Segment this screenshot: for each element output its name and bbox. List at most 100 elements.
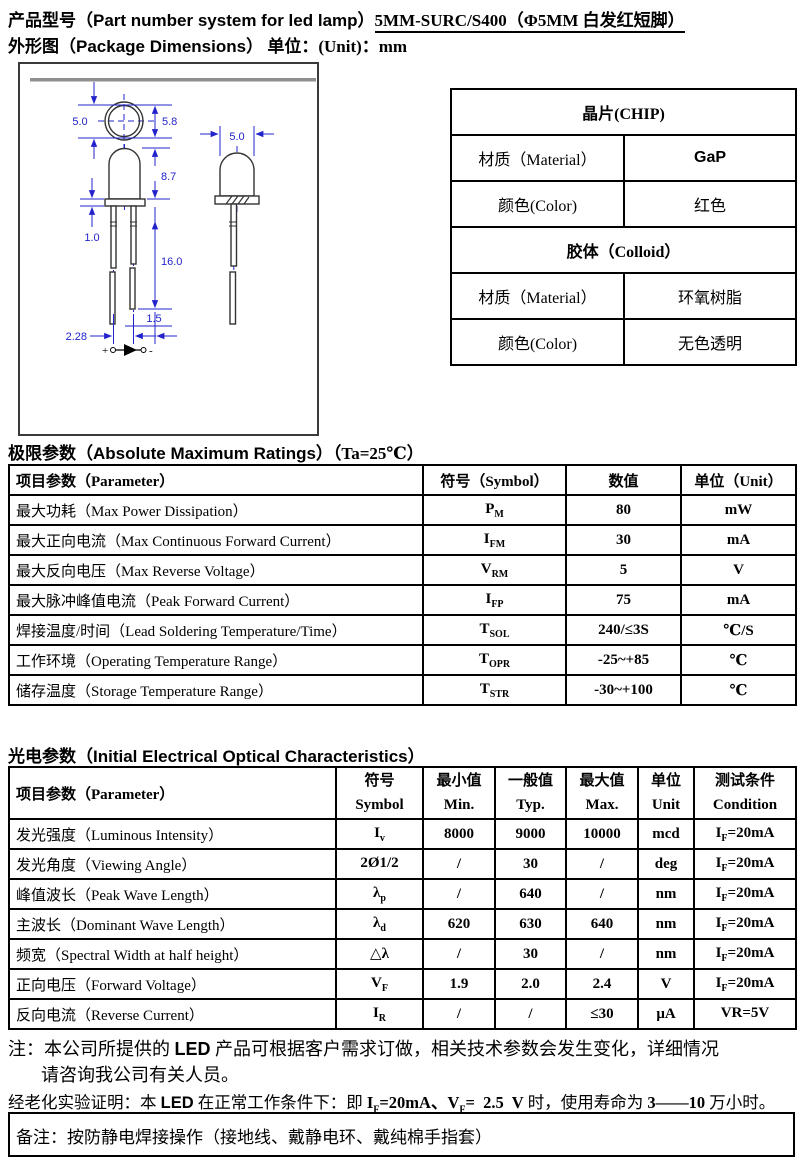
table-row: 最大反向电压（Max Reverse Voltage） VRM 5 V bbox=[8, 554, 797, 586]
cell-unit: mcd bbox=[637, 818, 695, 850]
cell-typ: 30 bbox=[494, 938, 567, 970]
cell-symbol: VF bbox=[335, 968, 424, 1000]
cell-value: 无色透明 bbox=[622, 318, 798, 366]
title-english: Part number system for led lamp bbox=[93, 11, 358, 30]
cell-condition: IF=20mA bbox=[693, 908, 797, 940]
cell-min: 8000 bbox=[422, 818, 496, 850]
cell-parameter: 发光角度（Viewing Angle） bbox=[8, 848, 337, 880]
cell-symbol: VRM bbox=[422, 554, 567, 586]
table-row: 主波长（Dominant Wave Length） λd 620 630 640… bbox=[8, 908, 797, 940]
cell-parameter: 最大正向电流（Max Continuous Forward Current） bbox=[8, 524, 424, 556]
cell-min: 1.9 bbox=[422, 968, 496, 1000]
absmax-table: 项目参数（Parameter） 符号（Symbol） 数值 单位（Unit） 最… bbox=[8, 464, 797, 706]
optical-heading-en: Initial Electrical Optical Characteristi… bbox=[93, 747, 408, 766]
cell-parameter: 最大反向电压（Max Reverse Voltage） bbox=[8, 554, 424, 586]
cell-unit: nm bbox=[637, 908, 695, 940]
cell-min: / bbox=[422, 878, 496, 910]
cell-typ: 9000 bbox=[494, 818, 567, 850]
cell-max: / bbox=[565, 878, 639, 910]
table-row: 储存温度（Storage Temperature Range） TSTR -30… bbox=[8, 674, 797, 706]
note1-rest: 产品可根据客户需求订做，相关技术参数会发生变化，详细情况 bbox=[210, 1039, 719, 1059]
dim-side-diameter-label: 5.0 bbox=[229, 131, 244, 143]
esd-remark-box: 备注：按防静电焊接操作（接地线、戴静电环、戴纯棉手指套） bbox=[8, 1112, 795, 1157]
cell-min: / bbox=[422, 938, 496, 970]
dimension-labels: 5.0 5.8 8.7 1.0 16.0 1.5 2.28 5.0 bbox=[66, 116, 245, 343]
dim-lead-offset-label: 1.5 bbox=[146, 313, 161, 325]
col-header-parameter: 项目参数（Parameter） bbox=[8, 464, 424, 496]
cell-max: 2.4 bbox=[565, 968, 639, 1000]
polarity-marking: + - bbox=[102, 344, 153, 357]
col-header-value: 数值 bbox=[565, 464, 682, 496]
cell-typ: 630 bbox=[494, 908, 567, 940]
cell-value: 30 bbox=[565, 524, 682, 556]
col-header-unit: 单位 Unit bbox=[637, 766, 695, 820]
cell-symbol: λp bbox=[335, 878, 424, 910]
cell-symbol: 2Ø1/2 bbox=[335, 848, 424, 880]
col-header-unit: 单位（Unit） bbox=[680, 464, 797, 496]
page-title: 产品型号（Part number system for led lamp）5MM… bbox=[8, 6, 685, 33]
colloid-section-header: 胶体（Colloid） bbox=[449, 226, 798, 274]
table-row: 发光角度（Viewing Angle） 2Ø1/2 / 30 / deg IF=… bbox=[8, 848, 797, 880]
cell-typ: 640 bbox=[494, 878, 567, 910]
table-row: 材质（Material） 环氧树脂 bbox=[450, 272, 798, 320]
table-row: 最大正向电流（Max Continuous Forward Current） I… bbox=[8, 524, 797, 556]
cell-condition: IF=20mA bbox=[693, 938, 797, 970]
cell-max: ≤30 bbox=[565, 998, 639, 1030]
package-dimensions-subtitle: 外形图（Package Dimensions） 单位：(Unit)：mm bbox=[8, 32, 407, 57]
table-row: 正向电压（Forward Voltage） VF 1.9 2.0 2.4 V I… bbox=[8, 968, 797, 1000]
cell-symbol: IFP bbox=[422, 584, 567, 616]
cell-parameter: 频宽（Spectral Width at half height） bbox=[8, 938, 337, 970]
cell-label: 颜色(Color) bbox=[450, 318, 625, 366]
chip-colloid-table: 晶片(CHIP) 材质（Material） GaP 颜色(Color) 红色 胶… bbox=[449, 88, 798, 366]
cell-value: -25~+85 bbox=[565, 644, 682, 676]
col-header-parameter: 项目参数（Parameter） bbox=[8, 766, 337, 820]
optical-table: 项目参数（Parameter） 符号 Symbol 最小值 Min. 一般值 Typ.… bbox=[8, 766, 797, 1030]
cell-condition: IF=20mA bbox=[693, 818, 797, 850]
col-header-condition: 测试条件 Condition bbox=[693, 766, 797, 820]
cell-condition: IF=20mA bbox=[693, 848, 797, 880]
cell-symbol: λd bbox=[335, 908, 424, 940]
diode-symbol bbox=[124, 344, 137, 356]
col-header-symbol: 符号 Symbol bbox=[335, 766, 424, 820]
subtitle-english: Package Dimensions bbox=[76, 37, 247, 56]
cell-unit: nm bbox=[637, 878, 695, 910]
cell-value: 环氧树脂 bbox=[622, 272, 798, 320]
polarity-plus-label: + bbox=[102, 345, 108, 357]
cell-unit: mW bbox=[680, 494, 797, 526]
cell-max: 640 bbox=[565, 908, 639, 940]
dimension-lines bbox=[78, 82, 274, 344]
cell-symbol: TOPR bbox=[422, 644, 567, 676]
title-prefix: 产品型号（ bbox=[8, 11, 93, 30]
cell-parameter: 发光强度（Luminous Intensity） bbox=[8, 818, 337, 850]
cell-parameter: 峰值波长（Peak Wave Length） bbox=[8, 878, 337, 910]
cell-min: 620 bbox=[422, 908, 496, 940]
cell-unit: mA bbox=[680, 524, 797, 556]
table-row: 材质（Material） GaP bbox=[450, 134, 798, 182]
cell-label: 材质（Material） bbox=[450, 134, 625, 182]
cell-label: 材质（Material） bbox=[450, 272, 625, 320]
polarity-minus-label: - bbox=[149, 345, 153, 357]
table-header-row: 项目参数（Parameter） 符号 Symbol 最小值 Min. 一般值 Typ.… bbox=[8, 766, 797, 820]
cell-parameter: 正向电压（Forward Voltage） bbox=[8, 968, 337, 1000]
cell-parameter: 工作环境（Operating Temperature Range） bbox=[8, 644, 424, 676]
cell-value: 5 bbox=[565, 554, 682, 586]
col-header-max: 最大值 Max. bbox=[565, 766, 639, 820]
cell-value: 75 bbox=[565, 584, 682, 616]
title-close: ） bbox=[357, 11, 375, 30]
note1-led: LED bbox=[174, 1039, 211, 1059]
centerlines bbox=[98, 94, 238, 326]
package-dimensions-drawing: 5.0 5.8 8.7 1.0 16.0 1.5 2.28 5.0 + - bbox=[30, 78, 316, 357]
drawing-top-rule bbox=[30, 78, 316, 82]
cell-max: / bbox=[565, 848, 639, 880]
cell-unit: ℃/S bbox=[680, 614, 797, 646]
cell-condition: IF=20mA bbox=[693, 878, 797, 910]
cell-value: 80 bbox=[565, 494, 682, 526]
optical-heading-suffix: ） bbox=[407, 747, 425, 766]
dim-top-diameter-label: 5.0 bbox=[72, 116, 87, 128]
cell-parameter: 焊接温度/时间（Lead Soldering Temperature/Time） bbox=[8, 614, 424, 646]
part-number: 5MM-SURC/S400（Φ5MM 白发红短脚） bbox=[374, 11, 685, 33]
dim-lead-pitch-label: 2.28 bbox=[66, 331, 87, 343]
cell-parameter: 主波长（Dominant Wave Length） bbox=[8, 908, 337, 940]
col-header-min: 最小值 Min. bbox=[422, 766, 496, 820]
chip-section-header: 晶片(CHIP) bbox=[449, 88, 798, 136]
